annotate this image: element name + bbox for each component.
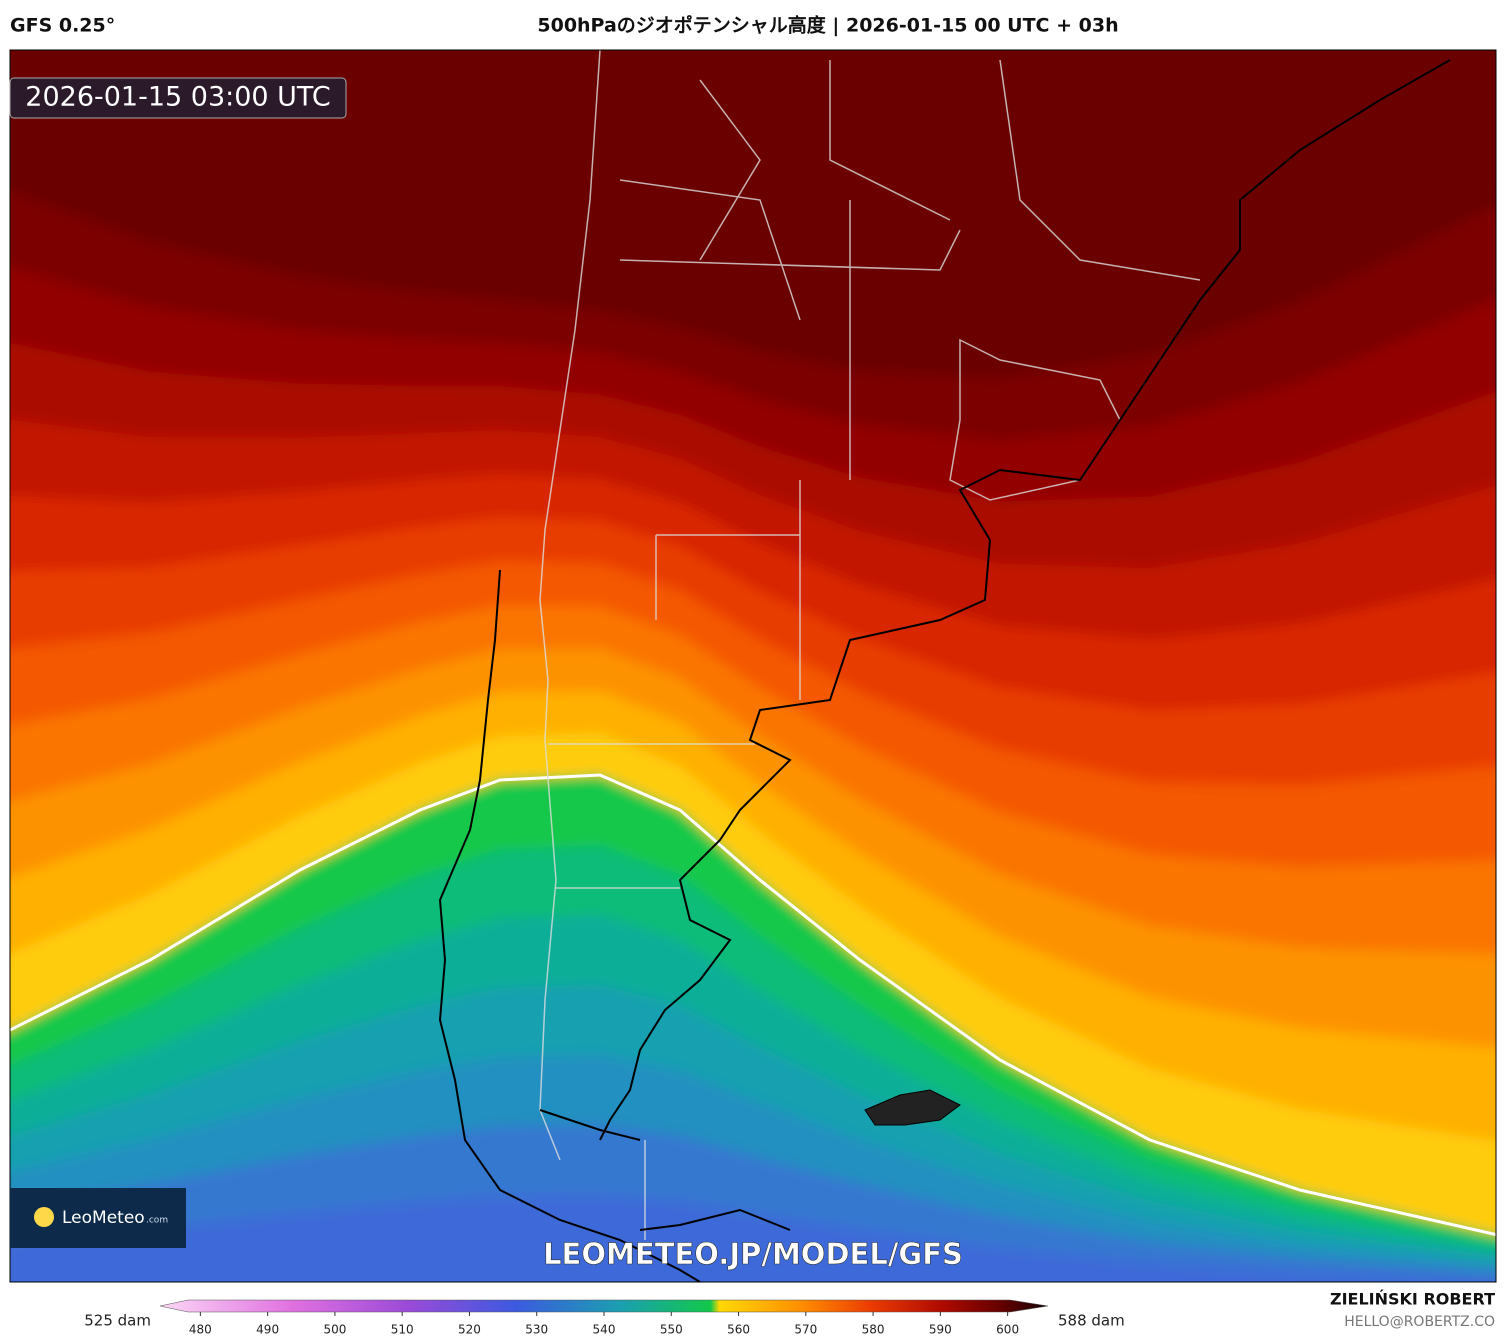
logo-sun <box>34 1207 54 1227</box>
map-title: 500hPaのジオポテンシャル高度 | 2026-01-15 00 UTC + … <box>537 14 1118 37</box>
author: ZIELIŃSKI ROBERT <box>1330 1290 1495 1309</box>
colorbar-scale <box>159 1299 1049 1313</box>
colorbar-tick-label: 520 <box>458 1323 481 1337</box>
coastline <box>438 59 1451 1282</box>
email: HELLO@ROBERTZ.CO <box>1344 1314 1495 1330</box>
colorbar-min-label: 525 dam <box>84 1312 151 1330</box>
isoline <box>10 773 1496 1237</box>
timestamp: 2026-01-15 03:00 UTC <box>25 82 330 113</box>
logo-suffix: .com <box>146 1216 168 1226</box>
colorbar-tick-label: 500 <box>323 1323 346 1337</box>
colorbar-tick-label: 550 <box>660 1323 683 1337</box>
colorbar-tick-label: 560 <box>727 1323 750 1337</box>
colorbar-tick-label: 480 <box>189 1323 212 1337</box>
falkland-islands <box>864 1089 961 1126</box>
model-label: GFS 0.25° <box>10 15 115 37</box>
logo: LeoMeteo .com <box>10 1188 186 1248</box>
colorbar-tick-label: 590 <box>929 1323 952 1337</box>
colorbar-tick-label: 540 <box>593 1323 616 1337</box>
field-band <box>10 1194 1496 1282</box>
map-frame <box>9 49 1497 1283</box>
colorbar-max-label: 588 dam <box>1058 1312 1125 1330</box>
colorbar-tick-label: 510 <box>391 1323 414 1337</box>
colorbar-tick-label: 530 <box>525 1323 548 1337</box>
colorbar: 480 490 500 510 520 530 540 550 560 570 580 590 600 <box>159 1299 1049 1337</box>
colorbar-tick-label: 600 <box>996 1323 1019 1337</box>
colorbar-tick-label: 580 <box>862 1323 885 1337</box>
colorbar-tick-label: 570 <box>794 1323 817 1337</box>
timestamp-box <box>9 77 347 119</box>
colorbar-tick-label: 490 <box>256 1323 279 1337</box>
watermark: LEOMETEO.JP/MODEL/GFS <box>543 1237 963 1271</box>
map: LEOMETEO.JP/MODEL/GFS <box>10 50 1496 1282</box>
logo-name: LeoMeteo <box>62 1208 145 1228</box>
